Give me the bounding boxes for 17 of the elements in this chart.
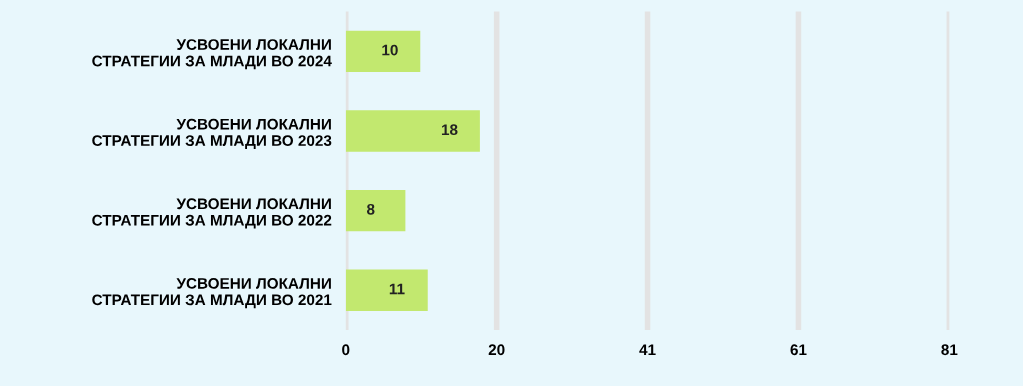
x-tick-label: 20 (488, 344, 505, 356)
data-label: 10 (382, 44, 398, 56)
bar (345, 30, 421, 73)
x-tick-label: 61 (790, 344, 807, 356)
y-tick-label: УСВОЕНИ ЛОКАЛНИ СТРАТЕГИИ ЗА МЛАДИ ВО 2024 (92, 39, 332, 70)
bar (345, 269, 428, 311)
y-tick-label: УСВОЕНИ ЛОКАЛНИ СТРАТЕГИИ ЗА МЛАДИ ВО 2021 (92, 277, 332, 309)
bar (345, 189, 406, 232)
y-tick-label: УСВОЕНИ ЛОКАЛНИ СТРАТЕГИИ ЗА МЛАДИ ВО 2022 (92, 198, 332, 229)
data-label: 8 (366, 203, 375, 215)
data-label: 11 (389, 283, 405, 295)
data-label: 18 (441, 124, 458, 136)
y-tick-label: УСВОЕНИ ЛОКАЛНИ СТРАТЕГИИ ЗА МЛАДИ ВО 2023 (92, 118, 332, 149)
bar (345, 110, 480, 152)
x-tick-label: 0 (342, 344, 350, 356)
x-tick-label: 81 (941, 344, 958, 356)
x-tick-label: 41 (639, 344, 656, 355)
